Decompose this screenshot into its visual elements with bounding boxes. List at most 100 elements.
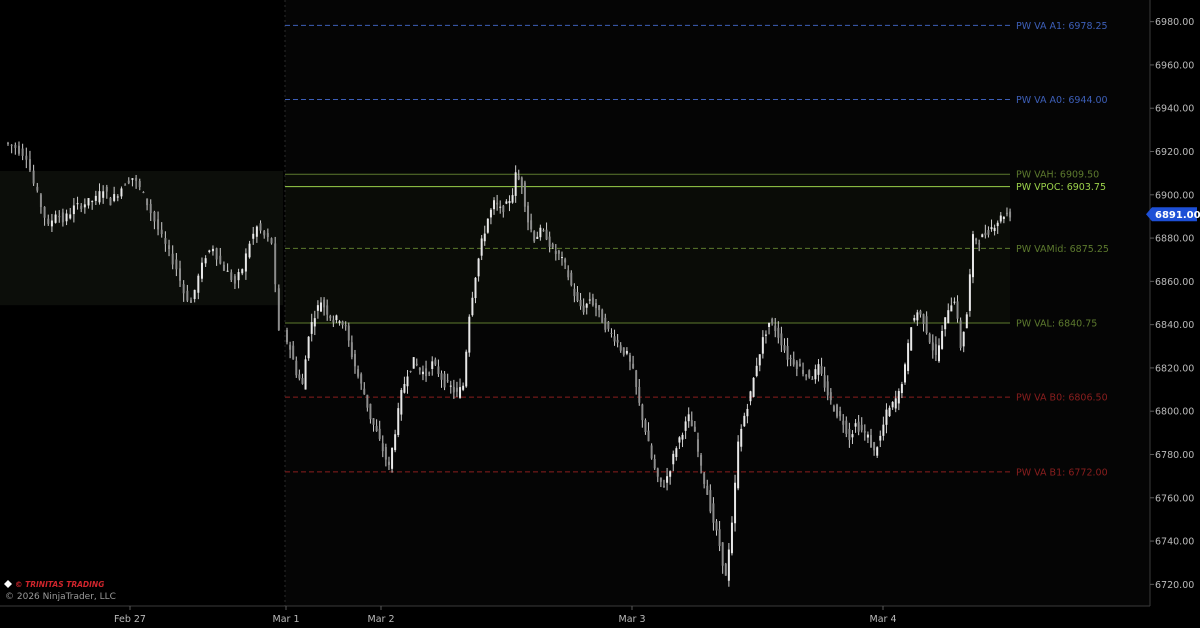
candle-body [721,542,724,566]
candle-body [539,227,542,238]
candle-body [675,448,678,458]
y-tick-label: 6780.00 [1155,450,1194,461]
candle-body [771,318,774,324]
candle-body [542,230,545,232]
candle-body [94,195,97,201]
candle-body [465,351,468,387]
candle-body [428,372,431,374]
candle-body [619,345,622,351]
candle-body [102,191,105,198]
candle-body [502,205,505,213]
candle-body [672,453,675,465]
candle-body [885,409,888,425]
candle-body [727,549,730,581]
candle-body [802,369,805,374]
candle-body [836,404,839,417]
candle-body [854,423,857,427]
candle-body [443,373,446,388]
last-price-marker [1146,207,1197,222]
x-axis[interactable]: Feb 27 Mar 1 Mar 2 Mar 3 Mar 4 [114,606,897,625]
last-price-tag: 6891.00 [1146,207,1200,222]
candle-body [415,363,418,366]
candle-body [595,303,597,309]
candle-body [968,274,971,311]
candle-body [131,178,134,180]
candle-body [190,300,192,303]
candle-body [274,243,277,285]
candle-body [98,191,101,203]
candle-body [527,205,530,223]
y-tick-label: 6820.00 [1155,363,1194,374]
candle-body [724,563,727,576]
candle-body [545,229,548,240]
candle-body [709,490,712,512]
candle-body [749,391,752,402]
y-axis[interactable]: 6980.00 6960.00 6940.00 6920.00 6900.00 6880.… [1150,17,1194,591]
candle-body [446,380,449,382]
candle-body [366,394,369,408]
candle-body [353,353,356,367]
y-tick-label: 6800.00 [1155,407,1194,418]
candle-body [897,391,900,404]
candle-body [471,297,474,316]
candle-body [814,369,817,380]
candle-body [764,334,767,336]
y-tick-label: 6960.00 [1155,60,1194,71]
candle-body [953,301,956,303]
candle-body [301,378,304,384]
candle-body [323,299,326,308]
candle-body [712,503,715,523]
candle-body [230,272,233,281]
candle-body [397,408,400,435]
candle-body [743,415,746,427]
candle-body [153,211,156,222]
candle-body [934,344,937,355]
y-tick-label: 6900.00 [1155,190,1194,201]
candle-body [820,366,823,374]
candle-body [39,194,42,208]
candle-body [737,441,740,489]
candle-body [811,378,814,380]
candle-body [149,203,152,214]
candle-body [83,204,86,208]
candle-body [375,425,378,432]
candle-body [752,377,755,397]
candle-body [656,468,659,477]
candle-body [200,262,203,279]
candle-body [277,288,280,331]
candle-body [25,155,28,160]
diamond-icon [4,580,12,588]
candle-body [548,236,551,247]
candle-body [962,331,965,347]
candle-body [208,250,211,252]
candle-body [715,521,718,531]
candle-body [931,342,934,351]
y-tick-label: 6840.00 [1155,320,1194,331]
candle-body [219,255,222,264]
candle-body [798,363,801,367]
candle-body [313,318,316,327]
candle-body [774,325,777,332]
candle-body [703,473,706,484]
candle-body [421,371,424,375]
candle-body [740,428,743,447]
candle-body [984,232,987,236]
candle-body [678,437,681,443]
candle-body [653,459,656,469]
candle-body [505,201,508,204]
candle-body [941,330,944,349]
candle-body [384,446,387,460]
candle-body [124,184,127,186]
candle-body [567,270,570,278]
candle-body [462,385,465,390]
candle-body [839,411,842,417]
candle-body [622,347,625,355]
candle-body [233,276,236,284]
candle-body [638,386,641,403]
candle-body [573,288,576,297]
candle-body [248,243,251,258]
candle-body [164,238,167,244]
candle-body [378,428,381,439]
candle-body [50,220,53,227]
